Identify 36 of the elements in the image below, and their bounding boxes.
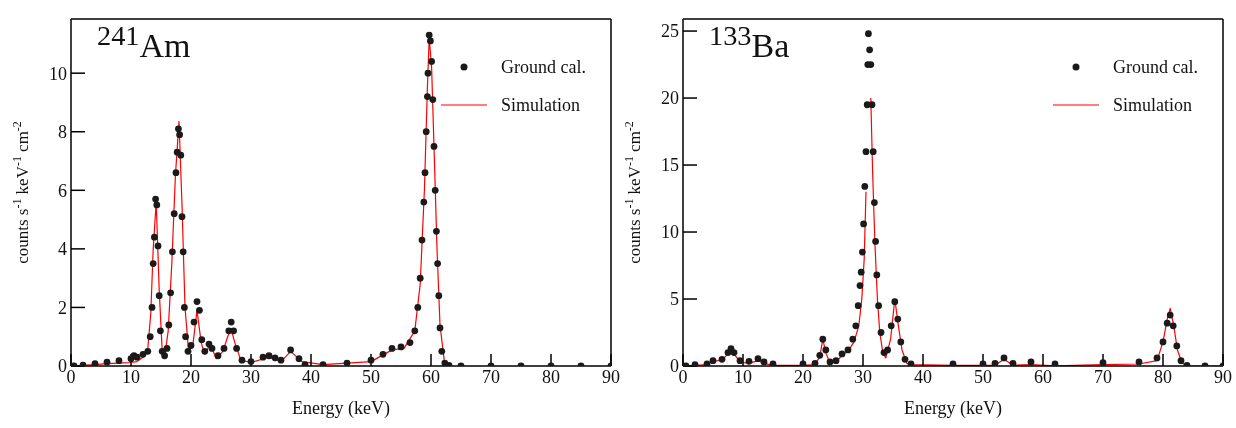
x-tick-label: 90 [602, 366, 620, 387]
x-tick-label: 20 [182, 366, 200, 387]
x-tick-label: 60 [422, 366, 440, 387]
y-tick-label: 5 [670, 289, 679, 310]
y-tick-label: 2 [58, 297, 67, 318]
x-axis-title: Energy (keV) [903, 398, 1003, 419]
x-tick-label: 10 [734, 366, 752, 387]
x-tick-label: 40 [302, 366, 320, 387]
chart-title: $^{133}$Ba [709, 20, 790, 65]
x-tick-label: 50 [362, 366, 380, 387]
x-tick-label: 90 [1214, 366, 1232, 387]
x-tick-label: 80 [542, 366, 560, 387]
x-tick-label: 70 [1094, 366, 1112, 387]
y-tick-label: 20 [661, 88, 679, 109]
x-tick-label: 40 [914, 366, 932, 387]
y-tick-label: 25 [661, 21, 679, 42]
y-tick-label: 10 [49, 63, 67, 84]
x-tick-label: 20 [794, 366, 812, 387]
legend-label: Simulation [501, 94, 581, 116]
y-tick-label: 10 [661, 222, 679, 243]
y-tick-label: 6 [58, 180, 67, 201]
x-axis-title: Energy (keV) [291, 398, 391, 419]
legend-label: Ground cal. [1113, 56, 1198, 78]
x-tick-label: 80 [1154, 366, 1172, 387]
x-tick-label: 10 [122, 366, 140, 387]
y-tick-label: 8 [58, 122, 67, 143]
y-tick-label: 15 [661, 155, 679, 176]
y-tick-label: 4 [58, 239, 67, 260]
x-tick-label: 30 [242, 366, 260, 387]
x-tick-label: 50 [974, 366, 992, 387]
x-tick-label: 30 [854, 366, 872, 387]
x-tick-label: 70 [482, 366, 500, 387]
legend-label: Simulation [1113, 94, 1193, 116]
chart-title: $^{241}$Am [97, 20, 191, 65]
x-tick-label: 60 [1034, 366, 1052, 387]
legend-label: Ground cal. [501, 56, 586, 78]
